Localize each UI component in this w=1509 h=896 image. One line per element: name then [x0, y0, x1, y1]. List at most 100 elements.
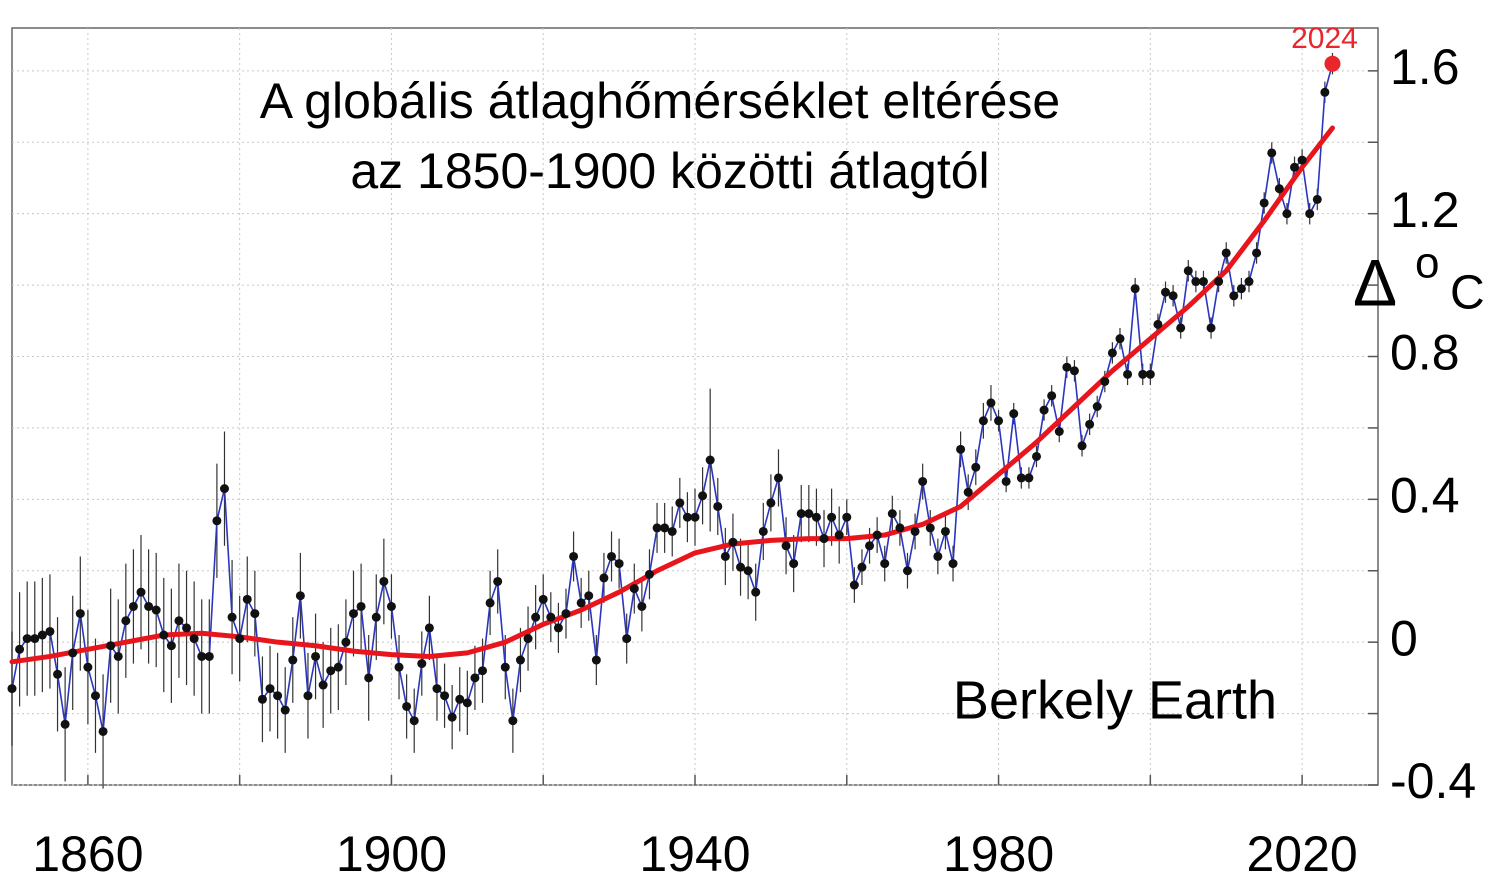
data-point — [371, 612, 381, 622]
y-axis-label-sup: o — [1415, 239, 1439, 288]
data-point — [1206, 323, 1216, 333]
data-point — [956, 444, 966, 454]
data-point — [713, 501, 723, 511]
data-point — [743, 566, 753, 576]
data-point — [1191, 277, 1201, 287]
annotation: Berkely Earth — [953, 670, 1277, 730]
data-point — [440, 691, 450, 701]
data-point — [1016, 473, 1026, 483]
data-point — [895, 523, 905, 533]
data-point — [250, 609, 260, 619]
data-point — [128, 601, 138, 611]
data-point — [219, 484, 229, 494]
data-point — [182, 623, 192, 633]
data-point — [910, 526, 920, 536]
data-point — [1107, 348, 1117, 358]
data-point — [1282, 209, 1292, 219]
data-point — [1252, 248, 1262, 258]
data-point — [675, 498, 685, 508]
data-point — [1145, 369, 1155, 379]
data-point — [1062, 362, 1072, 372]
data-point — [758, 526, 768, 536]
data-point — [599, 573, 609, 583]
data-point — [880, 559, 890, 569]
data-point — [865, 541, 875, 551]
data-point — [189, 634, 199, 644]
y-tick-label: 0.8 — [1390, 325, 1460, 381]
data-point — [690, 512, 700, 522]
data-point — [364, 673, 374, 683]
data-point — [1297, 155, 1307, 165]
data-point — [508, 716, 518, 726]
data-point — [963, 487, 973, 497]
data-point — [986, 398, 996, 408]
y-axis-label-unit: C — [1450, 267, 1485, 320]
data-point — [644, 569, 654, 579]
data-point — [106, 641, 116, 651]
data-point — [857, 562, 867, 572]
x-tick-label: 1900 — [336, 826, 447, 882]
data-point — [1115, 334, 1125, 344]
data-point — [356, 601, 366, 611]
data-point — [1274, 184, 1284, 194]
data-point — [1259, 198, 1269, 208]
data-point — [538, 594, 548, 604]
data-point — [736, 562, 746, 572]
data-point — [113, 651, 123, 661]
data-point — [652, 523, 662, 533]
data-point — [1130, 284, 1140, 294]
data-point — [887, 509, 897, 519]
data-point — [553, 623, 563, 633]
data-point — [940, 526, 950, 536]
data-point — [576, 598, 586, 608]
data-point — [1312, 194, 1322, 204]
data-point — [902, 566, 912, 576]
data-point — [1168, 291, 1178, 301]
data-point — [622, 634, 632, 644]
data-point — [174, 616, 184, 626]
x-tick-label: 1980 — [943, 826, 1054, 882]
data-point — [796, 509, 806, 519]
data-point — [1024, 473, 1034, 483]
data-point — [68, 648, 78, 658]
data-point — [273, 691, 283, 701]
data-point — [849, 580, 859, 590]
data-point — [265, 684, 275, 694]
data-point — [1001, 476, 1011, 486]
data-point — [349, 609, 358, 619]
data-point — [1092, 402, 1102, 411]
data-point — [447, 712, 457, 722]
data-point — [561, 609, 571, 619]
data-point — [288, 655, 298, 665]
data-point — [637, 601, 647, 611]
data-point — [705, 455, 715, 465]
data-point — [1153, 319, 1163, 329]
data-point — [212, 516, 222, 526]
data-point — [811, 512, 821, 522]
chart-title: A globális átlaghőmérséklet eltérése — [260, 73, 1060, 129]
data-point — [455, 694, 465, 704]
data-point — [386, 601, 396, 611]
trend-line — [9, 125, 1335, 665]
data-point — [424, 623, 434, 633]
data-point — [842, 512, 852, 522]
data-point — [1039, 405, 1049, 415]
data-point — [197, 651, 207, 661]
data-point — [257, 694, 267, 704]
data-point — [584, 591, 594, 601]
data-point — [515, 655, 525, 665]
data-point — [295, 591, 305, 601]
x-tick-label: 2020 — [1246, 826, 1357, 882]
data-point — [341, 637, 351, 647]
data-point — [789, 559, 799, 569]
data-point — [409, 716, 419, 726]
data-point — [75, 609, 85, 619]
data-point — [1176, 323, 1186, 333]
y-axis-label: Δ — [1353, 245, 1397, 319]
data-point — [280, 705, 290, 715]
data-point — [1236, 284, 1246, 294]
data-point — [834, 530, 844, 540]
y-tick-label: 0.4 — [1390, 468, 1460, 524]
data-point — [318, 680, 328, 690]
